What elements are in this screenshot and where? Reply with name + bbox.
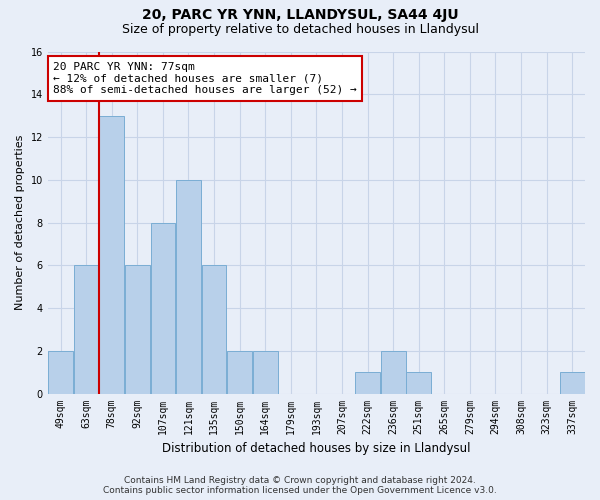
Y-axis label: Number of detached properties: Number of detached properties (15, 135, 25, 310)
Bar (48, 351, 73, 394)
Bar (560, 372, 584, 394)
Bar (100, 116, 124, 394)
Bar (151, 222, 175, 394)
Bar (253, 351, 278, 394)
Bar (202, 266, 226, 394)
Bar (381, 351, 406, 394)
Text: Size of property relative to detached houses in Llandysul: Size of property relative to detached ho… (121, 22, 479, 36)
Bar (125, 266, 150, 394)
Bar (74, 266, 98, 394)
Text: Contains HM Land Registry data © Crown copyright and database right 2024.
Contai: Contains HM Land Registry data © Crown c… (103, 476, 497, 495)
Bar (355, 372, 380, 394)
Bar (406, 372, 431, 394)
Text: 20 PARC YR YNN: 77sqm
← 12% of detached houses are smaller (7)
88% of semi-detac: 20 PARC YR YNN: 77sqm ← 12% of detached … (53, 62, 357, 95)
Bar (227, 351, 252, 394)
Text: 20, PARC YR YNN, LLANDYSUL, SA44 4JU: 20, PARC YR YNN, LLANDYSUL, SA44 4JU (142, 8, 458, 22)
Bar (176, 180, 201, 394)
X-axis label: Distribution of detached houses by size in Llandysul: Distribution of detached houses by size … (162, 442, 470, 455)
